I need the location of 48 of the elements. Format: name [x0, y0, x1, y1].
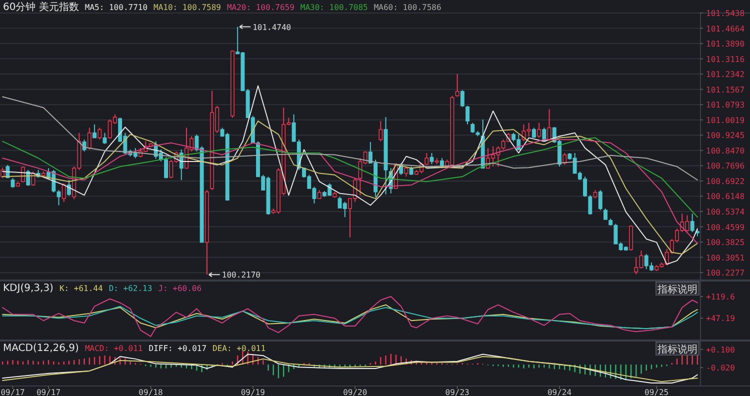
series-label: DEA: +0.011 [212, 344, 266, 353]
x-tick-label: 09/20 [343, 388, 368, 396]
y-tick-label: +0.100 [706, 345, 736, 354]
y-tick-label: 101.0019 [706, 116, 745, 125]
annotation: 101.4740 [252, 22, 292, 32]
x-tick-label: 09/25 [644, 388, 669, 396]
text: J: +60.06 [158, 284, 202, 293]
y-tick-label: 100.6922 [706, 176, 745, 186]
series-label: MACD: +0.011 [84, 344, 143, 353]
y-tick-label: 101.5438 [706, 9, 745, 18]
y-tick-label: 101.1567 [706, 85, 745, 94]
y-tick-label: 100.7696 [706, 162, 745, 171]
y-tick-label: 100.4599 [706, 222, 745, 232]
y-tick-label: 101.2342 [706, 70, 745, 80]
chart-title: KDJ(9,3,3) [3, 283, 54, 294]
annotation: 指标说明 [656, 344, 698, 356]
y-tick-label: 100.8470 [706, 146, 745, 156]
x-tick-label: 09/18 [138, 388, 163, 396]
y-tick-label: 101.3890 [706, 40, 745, 49]
y-tick-label: 100.6148 [706, 192, 745, 202]
annotation: 指标说明 [656, 284, 698, 296]
y-tick-label: 100.5374 [706, 207, 745, 216]
y-tick-label: 100.3051 [706, 253, 745, 262]
x-tick-label: 09/23 [445, 388, 470, 396]
y-tick-label: -0.020 [706, 364, 736, 373]
text: MA5: 100.7710 [84, 3, 148, 12]
y-tick-label: +47.19 [706, 314, 736, 324]
text: D: +62.13 [108, 284, 152, 293]
x-tick-label: 09/19 [240, 388, 266, 396]
annotation: 100.2170 [222, 270, 261, 280]
y-tick-label: 101.0793 [706, 100, 745, 110]
chart-title: 60分钟 美元指数 [3, 1, 79, 13]
y-tick-label: +119.6 [706, 292, 736, 302]
y-tick-label: 101.3116 [706, 54, 745, 64]
text: MA10: 100.7589 [154, 3, 222, 12]
x-tick-label: 09/17 [36, 388, 61, 396]
text: K: +61.44 [59, 284, 103, 293]
text: MA20: 100.7659 [226, 3, 295, 12]
x-tick-label: 09/17 [0, 388, 25, 396]
y-tick-label: 100.3825 [706, 238, 745, 248]
text: MA30: 100.7085 [300, 3, 368, 12]
y-tick-label: 100.2277 [706, 268, 745, 278]
y-tick-label: 100.9245 [706, 131, 745, 140]
chart-title: MACD(12,26,9) [3, 343, 80, 354]
y-tick-label: 101.4664 [706, 24, 745, 34]
series-label: DIFF: +0.017 [148, 344, 207, 353]
text: MA60: 100.7586 [374, 3, 442, 12]
x-tick-label: 09/24 [547, 388, 572, 396]
